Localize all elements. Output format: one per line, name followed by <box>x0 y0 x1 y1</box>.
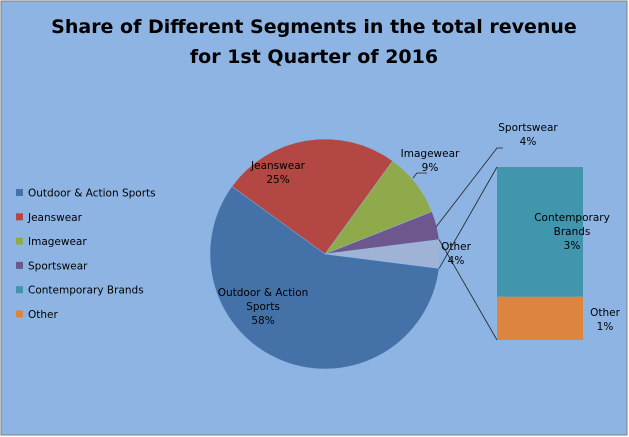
chart-title-line-1: Share of Different Segments in the total… <box>51 16 577 38</box>
data-label-other: Other 4% <box>441 241 471 267</box>
data-label-line: 1% <box>597 321 614 333</box>
breakout-bar <box>497 167 583 340</box>
legend-swatch <box>16 237 23 245</box>
connector-lines <box>412 147 503 341</box>
data-label-sportswear: Sportswear 4% <box>498 122 558 148</box>
pie-slice-jeanswear <box>231 138 393 255</box>
legend: Outdoor & Action Sports Jeanswear Imagewea… <box>16 188 156 321</box>
legend-entry-jeanswear: Jeanswear <box>16 212 83 224</box>
data-label-line: 4% <box>448 255 465 267</box>
data-label-line: Sportswear <box>498 122 558 134</box>
leader-line-imagewear <box>412 172 427 179</box>
data-label-line: Imagewear <box>401 148 460 160</box>
legend-label: Other <box>28 309 58 321</box>
data-label-imagewear: Imagewear 9% <box>401 148 460 174</box>
legend-swatch <box>16 286 23 294</box>
leader-line-sportswear <box>435 147 503 228</box>
data-label-breakout-contemporary-brands: Contemporary Brands 3% <box>534 212 610 252</box>
legend-swatch <box>16 261 23 269</box>
pie-slice-outdoor-action-sports <box>209 186 440 370</box>
legend-entry-imagewear: Imagewear <box>16 236 87 248</box>
data-label-breakout-other: Other 1% <box>590 307 620 333</box>
legend-label: Jeanswear <box>27 212 83 224</box>
chart-title-line-2: for 1st Quarter of 2016 <box>190 46 438 68</box>
legend-label: Contemporary Brands <box>28 285 144 297</box>
data-label-line: Jeanswear <box>250 160 306 172</box>
data-label-line: 3% <box>564 240 581 252</box>
legend-label: Sportswear <box>28 260 88 272</box>
data-label-outdoor-action-sports: Outdoor & Action Sports 58% <box>218 287 309 327</box>
data-label-line: 58% <box>251 315 274 327</box>
bar-segment-other <box>497 296 583 340</box>
connector-line-top <box>438 166 498 269</box>
data-label-line: Outdoor & Action <box>218 287 309 299</box>
legend-entry-outdoor-action-sports: Outdoor & Action Sports <box>16 188 156 200</box>
legend-entry-sportswear: Sportswear <box>16 260 88 272</box>
data-labels: Outdoor & Action Sports 58% Jeanswear 25% Ima… <box>218 122 621 333</box>
legend-swatch <box>16 310 23 318</box>
data-label-jeanswear: Jeanswear 25% <box>250 160 306 186</box>
legend-swatch <box>16 189 23 196</box>
data-label-line: Other <box>590 307 620 319</box>
bar-segment-contemporary-brands <box>497 167 583 297</box>
legend-entry-other: Other <box>16 309 58 321</box>
data-label-line: Sports <box>246 301 280 313</box>
connector-line-bottom <box>438 239 498 341</box>
legend-label: Imagewear <box>28 236 87 248</box>
legend-swatch <box>16 213 23 221</box>
data-label-line: 4% <box>520 136 537 148</box>
legend-entry-contemporary-brands: Contemporary Brands <box>16 285 144 297</box>
data-label-line: Other <box>441 241 471 253</box>
data-label-line: 9% <box>422 162 439 174</box>
pie <box>209 138 441 370</box>
data-label-line: Contemporary <box>534 212 610 224</box>
legend-label: Outdoor & Action Sports <box>28 188 156 200</box>
data-label-line: 25% <box>266 174 289 186</box>
data-label-line: Brands <box>554 226 591 238</box>
